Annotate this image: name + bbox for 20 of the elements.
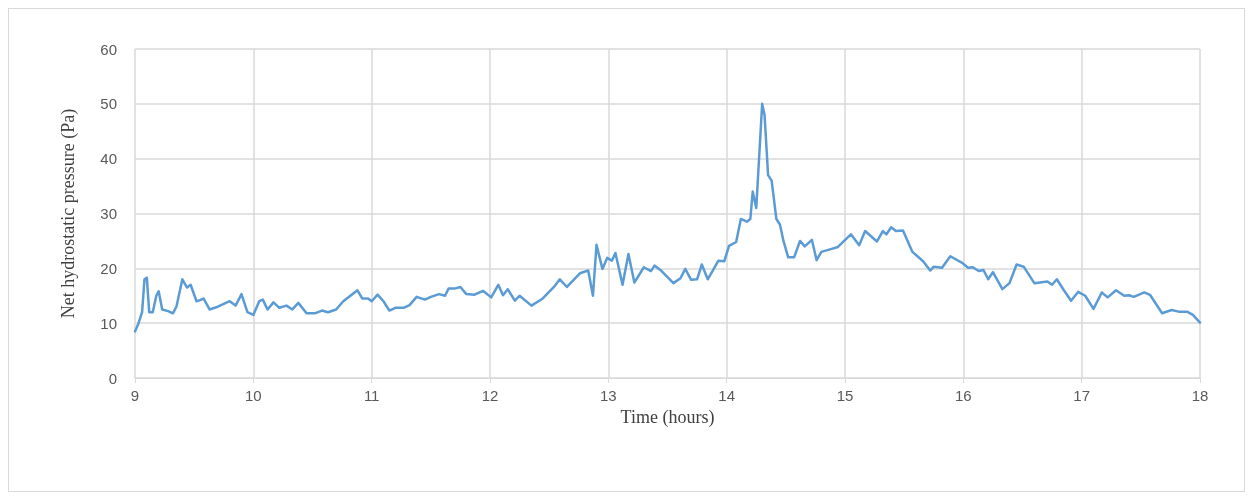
x-tick-label: 16	[954, 387, 972, 404]
x-tick-label: 9	[130, 387, 140, 404]
y-tick-label: 50	[100, 95, 117, 113]
x-tick-label: 11	[363, 387, 380, 404]
x-tick-label: 18	[1191, 387, 1209, 404]
line-series	[133, 102, 1202, 333]
y-tick-label: 40	[100, 150, 117, 168]
y-axis-title: Net hydrostatic pressure (Pa)	[58, 108, 79, 319]
x-tick-label: 17	[1073, 387, 1091, 404]
y-tick-label: 20	[100, 259, 117, 277]
x-tick-label: 13	[599, 387, 617, 404]
x-tick-label: 10	[244, 387, 262, 404]
x-axis-title: Time (hours)	[620, 407, 715, 428]
x-tick-label: 14	[718, 387, 736, 404]
y-tick-label: 30	[100, 205, 117, 222]
y-tick-label: 60	[100, 40, 117, 58]
x-tick-label: 15	[836, 387, 854, 404]
y-tick-label: 0	[108, 369, 117, 387]
x-tick-label: 12	[481, 387, 499, 404]
y-tick-label: 10	[100, 314, 117, 332]
